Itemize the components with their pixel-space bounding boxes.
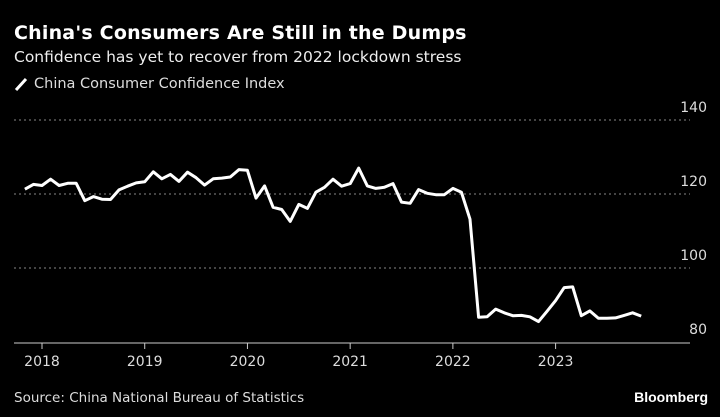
x-tick-label: 2018: [24, 354, 60, 370]
x-tick-label: 2022: [435, 354, 471, 370]
source-note: Source: China National Bureau of Statist…: [14, 390, 305, 406]
y-tick-label: 80: [689, 322, 707, 338]
bloomberg-logo: Bloomberg: [634, 389, 708, 405]
y-tick-label: 120: [680, 174, 707, 190]
legend-label: China Consumer Confidence Index: [34, 76, 285, 92]
y-tick-label: 100: [680, 248, 707, 264]
y-tick-label: 140: [680, 100, 707, 116]
x-tick-label: 2023: [538, 354, 574, 370]
series-line-consumer-confidence: [24, 166, 642, 324]
chart-subtitle: Confidence has yet to recover from 2022 …: [14, 48, 462, 66]
x-tick-label: 2020: [230, 354, 266, 370]
x-tick-label: 2019: [127, 354, 163, 370]
legend: China Consumer Confidence Index: [14, 76, 285, 92]
legend-line-icon: [14, 77, 28, 91]
chart-title: China's Consumers Are Still in the Dumps: [14, 22, 467, 44]
x-tick-label: 2021: [332, 354, 368, 370]
